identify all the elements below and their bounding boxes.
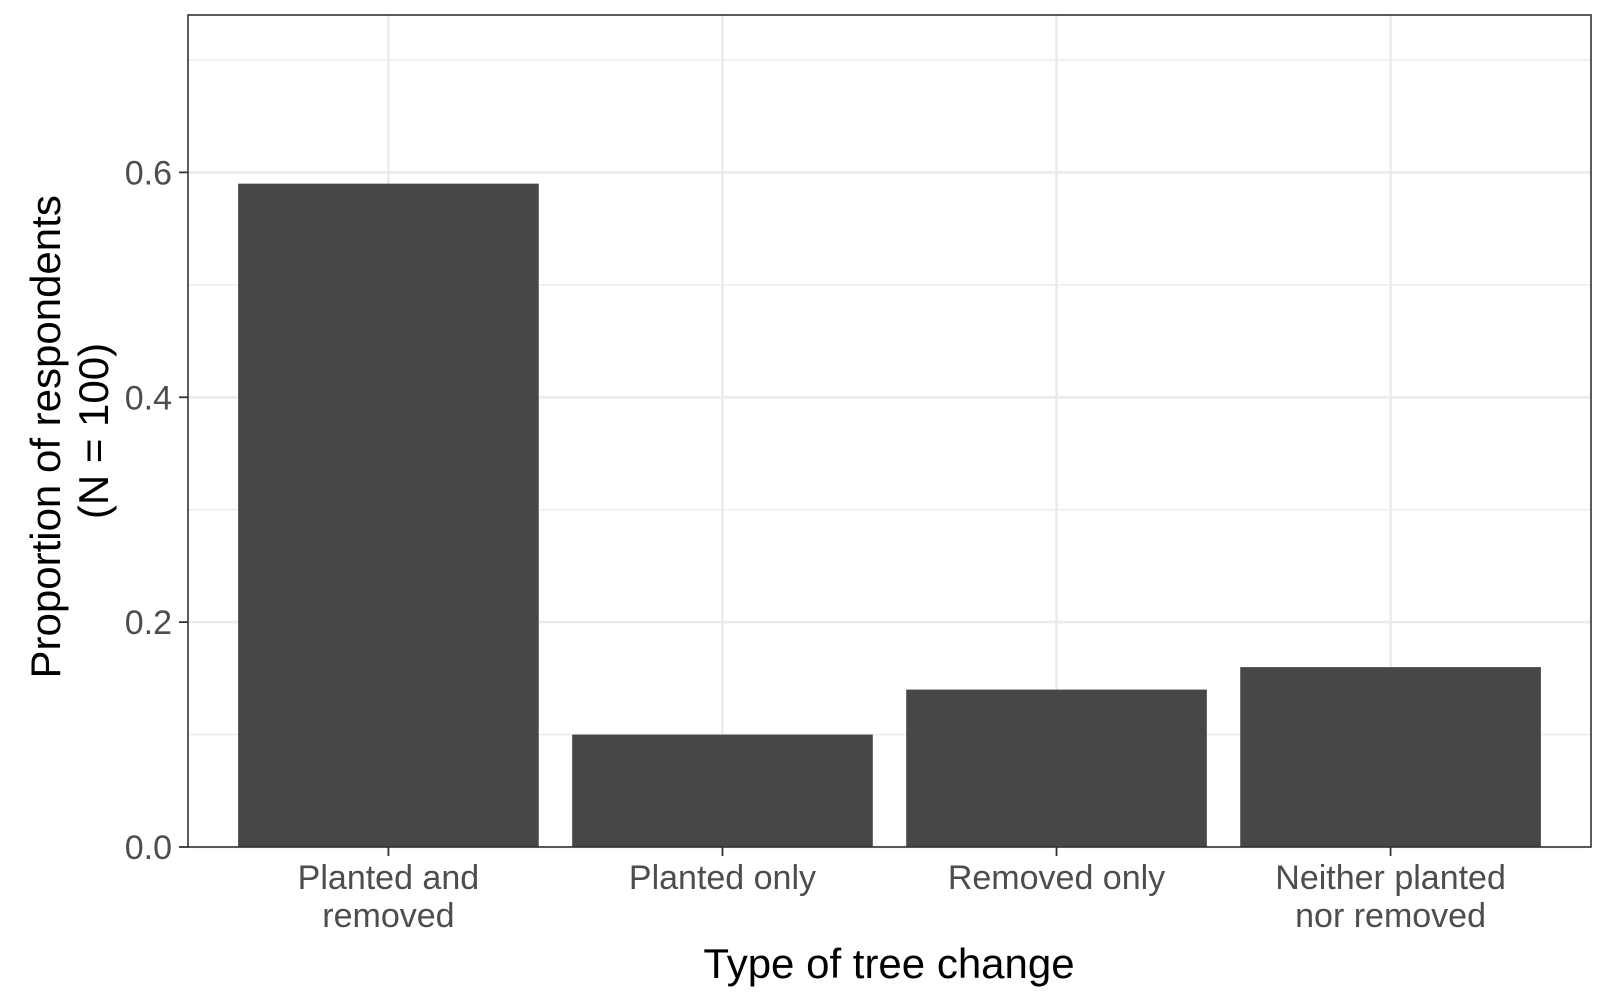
y-tick-label: 0.6 [125, 154, 172, 192]
x-tick-label-line: Planted only [629, 859, 816, 897]
y-axis-title: Proportion of respondents (N = 100) [22, 184, 117, 679]
panel-border [187, 14, 1592, 848]
x-axis: Planted and removed Planted only Removed on… [298, 847, 1506, 935]
x-tick-label: Removed only [948, 859, 1165, 897]
y-axis-title-line-1: Proportion of respondents [22, 195, 69, 678]
y-tick-label: 0.0 [125, 829, 172, 867]
x-tick-label: Planted only [629, 859, 816, 897]
bar [238, 183, 539, 847]
x-tick-label-line: removed [322, 897, 454, 935]
y-axis-title-line-2: (N = 100) [70, 343, 117, 519]
x-tick-label: Planted and removed [298, 859, 480, 935]
x-tick-label-line: Removed only [948, 859, 1165, 897]
x-axis-title: Type of tree change [703, 940, 1074, 987]
bar [906, 689, 1207, 847]
y-axis: 0.0 0.2 0.4 0.6 [125, 154, 188, 867]
x-tick-label: Neither planted nor removed [1275, 859, 1506, 935]
bars [238, 183, 1541, 847]
y-tick-label: 0.2 [125, 604, 172, 642]
x-tick-label-line: Planted and [298, 859, 480, 897]
x-tick-label-line: nor removed [1295, 897, 1486, 935]
x-tick-label-line: Neither planted [1275, 859, 1506, 897]
bar [1240, 667, 1541, 847]
bar [572, 734, 873, 847]
y-tick-label: 0.4 [125, 379, 172, 417]
